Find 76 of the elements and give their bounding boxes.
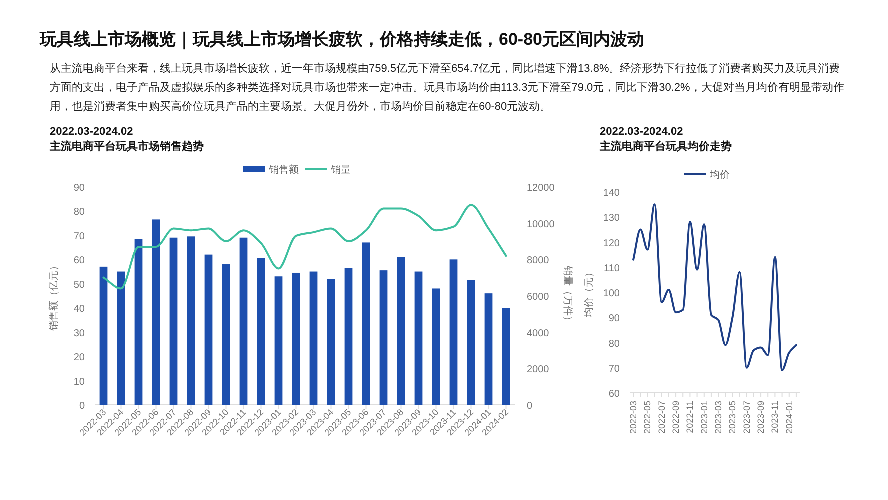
x-tick-label: 2023-03 <box>714 401 724 434</box>
x-tick-label: 2022-11 <box>685 401 696 434</box>
line-series <box>632 204 798 372</box>
bar <box>274 276 283 405</box>
chart-subtitle: 2022.03-2024.02 <box>600 126 684 138</box>
text: 从主流电商平台来看，线上玩具市场增长疲软，近一年市场规模由759.5亿元下滑至654.7亿元，同比增速下滑13.8%。经济形势下行拉低了消费者购买力及玩具消费方面的支出，电子产品及虚拟娱乐的多种类选择对玩具市场也带来一定冲击。玩具市场均价由113.3元下滑至79.0元，同比下滑30.2%，大促对当月均价有明显带动作用，也是消费者集中购买高价位玩具产品的主要场景。大促月份外，市场均价目前稳定在60-80元波动。 <box>50 62 846 115</box>
y-tick-label: 140 <box>603 188 620 199</box>
y-tick-label: 130 <box>603 213 620 224</box>
y2-tick-label: 4000 <box>527 328 550 340</box>
x-tick-label: 2022-09 <box>671 401 682 434</box>
bar <box>362 242 370 405</box>
y2-tick-label: 6000 <box>527 292 550 303</box>
bar <box>467 280 476 405</box>
legend-label: 销量 <box>330 165 351 176</box>
text: 玩具线上市场概览｜玩具线上市场增长疲软，价格持续走低，60-80元区间内波动 <box>40 29 644 51</box>
bar <box>134 239 143 405</box>
bar <box>240 238 248 405</box>
y-tick-label: 60 <box>74 256 86 267</box>
x-tick-label: 2022-05 <box>642 401 653 434</box>
chart-title: 主流电商平台玩具市场销售趋势 <box>49 140 204 153</box>
y-tick-label: 90 <box>608 314 620 325</box>
y-axis-title: 销售额（亿元） <box>48 261 60 332</box>
bar <box>502 308 510 405</box>
y2-tick-label: 12000 <box>527 183 556 194</box>
bar <box>414 272 423 405</box>
bar <box>397 257 406 405</box>
bar <box>344 268 353 405</box>
bar <box>484 294 493 405</box>
y2-tick-label: 8000 <box>527 256 550 267</box>
y-axis-title: 均价（元） <box>583 268 595 318</box>
bar <box>222 264 230 405</box>
legend-label: 均价 <box>709 169 730 181</box>
y-tick-label: 70 <box>74 231 86 242</box>
y2-tick-label: 10000 <box>527 219 556 230</box>
y2-tick-label: 0 <box>527 401 533 412</box>
bar <box>380 270 388 405</box>
x-tick-label: 2023-05 <box>728 401 738 434</box>
x-tick-label: 2023-11 <box>770 401 780 434</box>
y-tick-label: 110 <box>604 263 620 274</box>
y-tick-label: 80 <box>74 207 86 218</box>
x-tick-label: 2022-07 <box>656 401 667 434</box>
y-tick-label: 70 <box>608 364 620 375</box>
y2-axis-title: 销量（万件） <box>562 265 573 326</box>
x-tick-label: 2024-01 <box>784 401 794 434</box>
y-tick-label: 30 <box>74 328 86 340</box>
y-tick-label: 80 <box>608 338 620 350</box>
bar <box>204 254 213 405</box>
y-tick-label: 50 <box>74 280 86 291</box>
bar <box>327 279 336 405</box>
y-tick-label: 0 <box>79 401 86 412</box>
y-tick-label: 90 <box>74 183 86 194</box>
y2-tick-label: 2000 <box>527 364 550 376</box>
y-tick-label: 120 <box>603 238 620 250</box>
bar <box>432 288 440 405</box>
x-tick-label: 2023-09 <box>756 401 766 434</box>
bar <box>170 238 178 405</box>
y-tick-label: 10 <box>74 376 86 388</box>
bar <box>310 272 318 405</box>
bar <box>292 272 300 405</box>
chart-subtitle: 2022.03-2024.02 <box>50 126 134 138</box>
bar <box>187 236 196 405</box>
y-tick-label: 60 <box>608 389 620 400</box>
bar <box>117 272 126 405</box>
line-series <box>102 204 508 290</box>
y-tick-label: 20 <box>74 352 86 364</box>
x-tick-label: 2023-01 <box>699 401 710 434</box>
bar <box>450 260 458 405</box>
x-tick-label: 2022-03 <box>628 401 639 434</box>
bar <box>257 258 266 405</box>
y-tick-label: 100 <box>603 288 620 300</box>
x-tick-label: 2023-07 <box>742 401 752 434</box>
legend-label: 销售额 <box>268 164 299 176</box>
bar <box>100 266 108 405</box>
chart-title: 主流电商平台玩具均价走势 <box>599 140 732 153</box>
bar <box>152 220 160 405</box>
y-tick-label: 40 <box>74 304 86 316</box>
